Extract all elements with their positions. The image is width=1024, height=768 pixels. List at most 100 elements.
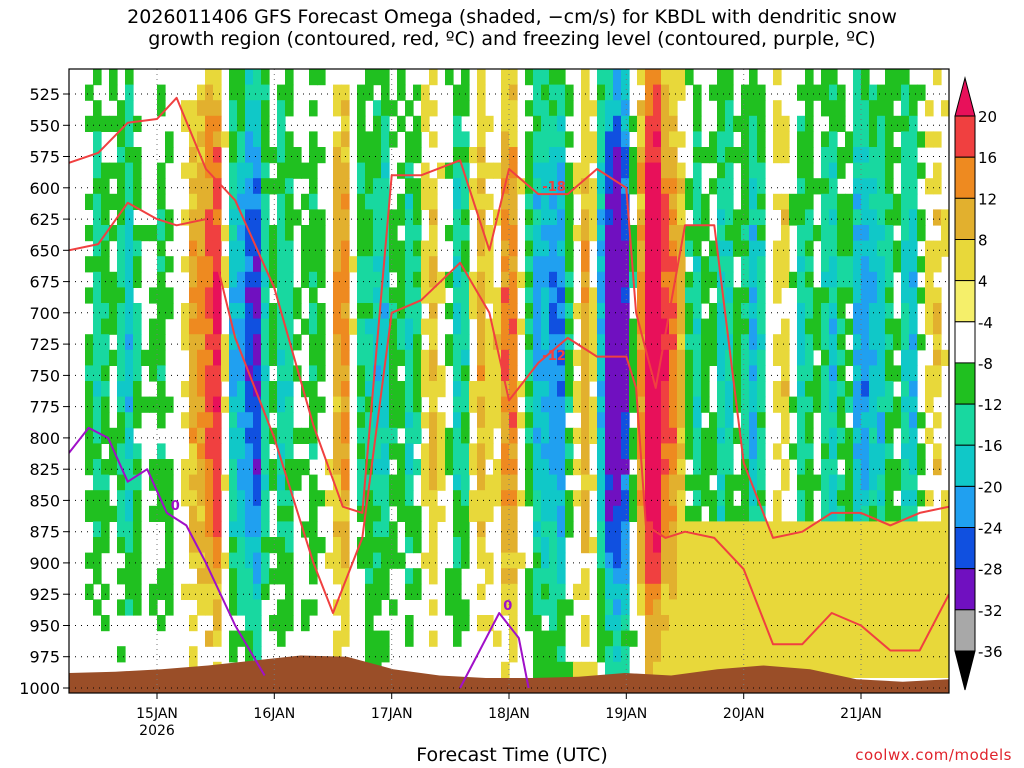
omega-cell bbox=[837, 568, 846, 585]
omega-cell bbox=[909, 583, 918, 600]
omega-cell bbox=[629, 334, 638, 351]
omega-cell bbox=[357, 100, 366, 117]
omega-cell bbox=[741, 599, 750, 616]
omega-cell bbox=[869, 209, 878, 226]
omega-cell bbox=[525, 193, 534, 210]
omega-cell bbox=[821, 209, 830, 226]
omega-cell bbox=[461, 521, 470, 538]
omega-cell bbox=[157, 318, 166, 335]
omega-cell bbox=[741, 240, 750, 257]
omega-cell bbox=[205, 381, 214, 398]
omega-cell bbox=[125, 583, 134, 600]
omega-cell bbox=[533, 334, 542, 351]
omega-cell bbox=[661, 84, 670, 101]
omega-cell bbox=[189, 396, 198, 413]
omega-cell bbox=[229, 178, 238, 195]
omega-cell bbox=[749, 552, 758, 569]
omega-cell bbox=[645, 521, 654, 538]
omega-cell bbox=[253, 69, 262, 86]
omega-cell bbox=[757, 318, 766, 335]
omega-cell bbox=[237, 552, 246, 569]
omega-cell bbox=[165, 303, 174, 320]
omega-cell bbox=[421, 490, 430, 507]
omega-cell bbox=[645, 115, 654, 132]
omega-cell bbox=[253, 365, 262, 382]
omega-cell bbox=[197, 256, 206, 273]
omega-cell bbox=[453, 552, 462, 569]
omega-cell bbox=[893, 240, 902, 257]
omega-cell bbox=[405, 427, 414, 444]
omega-cell bbox=[533, 365, 542, 382]
omega-cell bbox=[845, 381, 854, 398]
credit-link[interactable]: coolwx.com/models bbox=[855, 746, 1012, 764]
omega-cell bbox=[837, 349, 846, 366]
omega-cell bbox=[493, 474, 502, 491]
omega-cell bbox=[605, 240, 614, 257]
omega-cell bbox=[341, 334, 350, 351]
omega-cell bbox=[845, 630, 854, 647]
omega-cell bbox=[709, 537, 718, 554]
omega-cell bbox=[741, 193, 750, 210]
omega-cell bbox=[781, 256, 790, 273]
omega-cell bbox=[829, 646, 838, 663]
omega-cell bbox=[597, 396, 606, 413]
omega-cell bbox=[637, 505, 646, 522]
omega-cell bbox=[541, 552, 550, 569]
omega-cell bbox=[813, 318, 822, 335]
omega-cell bbox=[773, 599, 782, 616]
omega-cell bbox=[429, 193, 438, 210]
omega-cell bbox=[845, 318, 854, 335]
omega-cell bbox=[277, 209, 286, 226]
omega-cell bbox=[869, 661, 878, 678]
omega-cell bbox=[117, 318, 126, 335]
omega-cell bbox=[485, 443, 494, 460]
omega-cell bbox=[901, 427, 910, 444]
omega-cell bbox=[213, 568, 222, 585]
omega-cell bbox=[109, 349, 118, 366]
omega-cell bbox=[317, 334, 326, 351]
omega-cell bbox=[653, 100, 662, 117]
omega-cell bbox=[557, 615, 566, 632]
omega-cell bbox=[861, 521, 870, 538]
omega-cell bbox=[85, 412, 94, 429]
omega-cell bbox=[101, 209, 110, 226]
omega-cell bbox=[653, 599, 662, 616]
omega-cell bbox=[189, 147, 198, 164]
omega-cell bbox=[629, 443, 638, 460]
omega-cell bbox=[733, 615, 742, 632]
omega-cell bbox=[853, 381, 862, 398]
omega-cell bbox=[917, 661, 926, 678]
omega-cell bbox=[677, 84, 686, 101]
omega-cell bbox=[677, 69, 686, 86]
omega-cell bbox=[285, 583, 294, 600]
omega-cell bbox=[333, 178, 342, 195]
omega-cell bbox=[773, 193, 782, 210]
omega-cell bbox=[189, 474, 198, 491]
omega-cell bbox=[605, 490, 614, 507]
omega-cell bbox=[309, 599, 318, 616]
omega-cell bbox=[757, 630, 766, 647]
omega-cell bbox=[837, 599, 846, 616]
omega-cell bbox=[85, 115, 94, 132]
omega-cell bbox=[445, 349, 454, 366]
omega-cell bbox=[597, 84, 606, 101]
omega-cell bbox=[757, 287, 766, 304]
omega-cell bbox=[549, 69, 558, 86]
omega-cell bbox=[621, 661, 630, 678]
omega-cell bbox=[581, 396, 590, 413]
omega-cell bbox=[429, 443, 438, 460]
omega-cell bbox=[493, 318, 502, 335]
omega-cell bbox=[669, 349, 678, 366]
omega-cell bbox=[93, 427, 102, 444]
omega-cell bbox=[789, 552, 798, 569]
omega-cell bbox=[133, 552, 142, 569]
omega-cell bbox=[741, 381, 750, 398]
omega-cell bbox=[693, 459, 702, 476]
omega-cell bbox=[605, 646, 614, 663]
omega-cell bbox=[373, 115, 382, 132]
omega-cell bbox=[421, 240, 430, 257]
omega-cell bbox=[829, 318, 838, 335]
omega-cell bbox=[845, 646, 854, 663]
omega-cell bbox=[845, 521, 854, 538]
omega-cell bbox=[717, 318, 726, 335]
